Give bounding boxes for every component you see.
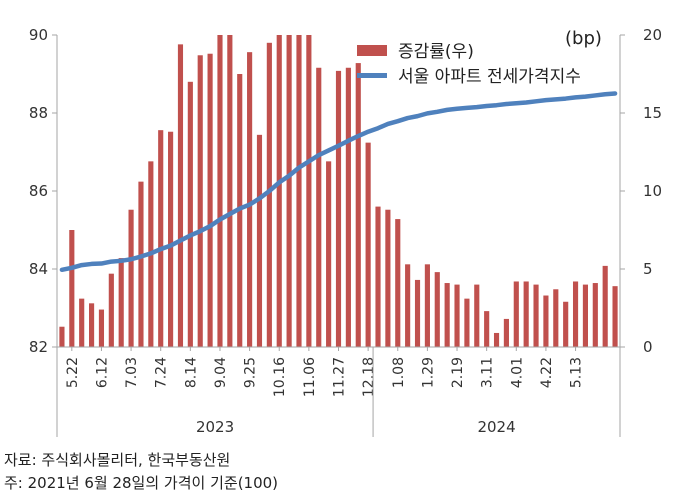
bar [207,53,213,347]
bar [355,63,361,347]
bar [503,318,509,347]
bar [326,161,332,347]
bar-series [59,35,618,348]
year-label-2024: 2024 [477,418,515,436]
bar [464,298,470,347]
source-note: 자료: 주식회사몰리터, 한국부동산원 [4,451,231,469]
index-line [59,91,618,273]
bar [543,295,549,347]
bar [563,301,569,347]
bar [335,70,342,347]
right-tick-label: 10 [643,182,662,200]
bar [523,281,529,347]
bar [602,265,608,347]
right-tick-label: 20 [643,26,662,44]
right-tick-label: 15 [643,104,662,122]
x-tick-label: 9.04 [213,357,229,388]
x-tick-label: 5.22 [65,357,81,388]
right-tick-label: 0 [643,338,653,356]
bar [187,81,193,348]
unit-label: (bp) [565,28,602,49]
bar [306,35,312,347]
legend-bar-label: 증감률(우) [398,42,474,62]
x-tick-label: 4.22 [539,357,555,388]
bar [197,55,203,347]
bar [345,67,351,347]
legend-bar-swatch [357,45,387,56]
legend-line-label: 서울 아파트 전세가격지수 [398,67,581,87]
bar [572,281,579,347]
left-tick-label: 82 [29,338,48,356]
x-tick-label: 11.06 [302,357,318,397]
left-tick-label: 84 [29,260,48,278]
x-tick-label: 1.08 [391,357,407,388]
bar [286,35,292,347]
bar [158,130,164,347]
bar [276,35,282,347]
bar [296,35,302,347]
x-tick-label: 7.24 [154,357,170,388]
bar [79,298,85,347]
bar [385,209,391,347]
bar [69,230,75,347]
bar [405,264,411,347]
bar [474,284,480,347]
bar [592,283,598,347]
bar [365,142,371,347]
line-series [59,91,618,273]
x-tick-label: 5.13 [569,357,585,388]
right-tick-label: 5 [643,260,653,278]
x-tick-label: 7.03 [124,357,140,388]
bar [375,206,381,347]
left-tick-label: 86 [29,182,48,200]
left-tick-label: 90 [29,26,48,44]
bar [553,289,559,347]
x-tick-label: 1.29 [420,357,436,388]
bar [247,52,253,347]
bar [493,332,500,347]
x-tick-label: 6.12 [94,357,110,388]
bar [128,209,134,347]
bar [256,134,263,347]
chart: 82 84 86 88 90 0 5 10 15 20 5.22 6.12 7.03 7.24 8.14 9.… [29,26,662,437]
bar [513,281,519,347]
x-tick-label: 12.18 [361,357,377,397]
bar [108,273,114,347]
x-tick-label: 4.01 [509,357,525,388]
bar [266,42,272,348]
x-tick-label: 11.27 [332,357,348,397]
x-tick-label: 8.14 [183,357,199,388]
x-tick-label: 9.25 [243,357,259,388]
x-tick-label: 2.19 [450,357,466,388]
bar [582,284,588,347]
bar [98,309,105,347]
bar [227,35,233,347]
x-tick-label: 3.11 [480,357,496,388]
year-label-2023: 2023 [196,418,234,436]
legend: 증감률(우) 서울 아파트 전세가격지수 [357,42,581,87]
bar [395,219,401,347]
bar [177,44,184,348]
bar [89,303,95,347]
base-note: 주: 2021년 6월 28일의 가격이 기준(100) [4,474,279,492]
bar [484,311,490,347]
bar [444,283,450,347]
bar [168,131,174,347]
bar [454,284,460,347]
left-tick-label: 88 [29,104,48,122]
bar [316,67,322,347]
bar [138,181,144,347]
bar [118,258,124,347]
x-tick-label: 10.16 [272,357,288,397]
bar [424,264,430,347]
bar [217,35,223,347]
legend-line-swatch [357,73,387,78]
bar [59,326,65,347]
bar [434,272,440,347]
bar [612,286,618,347]
bar [414,279,421,347]
axes: 82 84 86 88 90 0 5 10 15 20 5.22 6.12 7.03 7.24 8.14 9.… [29,26,662,437]
bar [533,284,539,347]
